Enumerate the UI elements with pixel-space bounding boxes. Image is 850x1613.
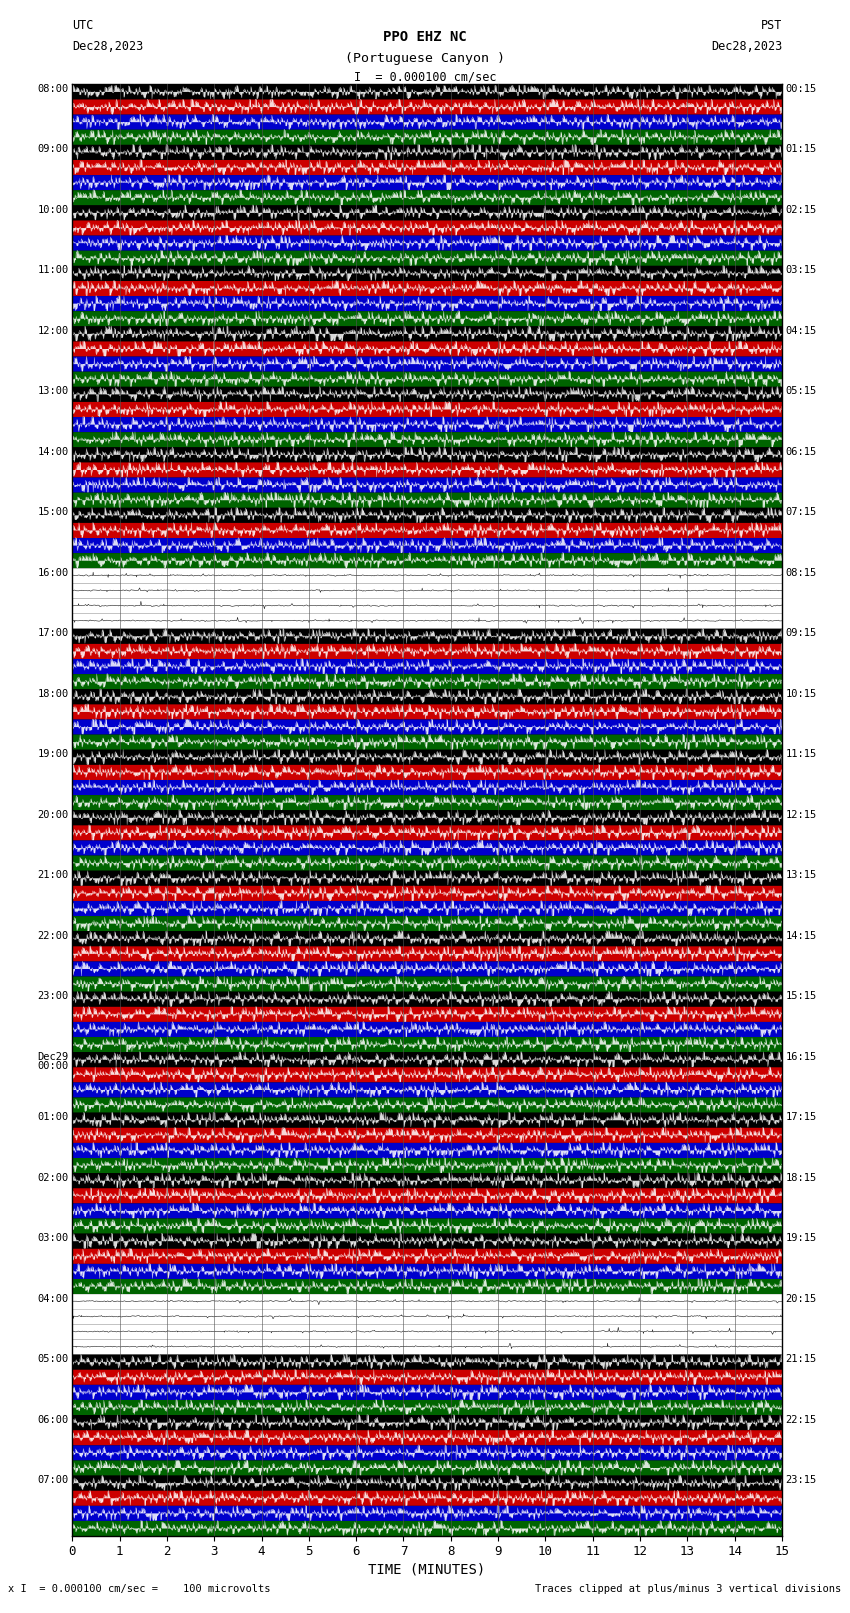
Text: (Portuguese Canyon ): (Portuguese Canyon ) bbox=[345, 52, 505, 65]
Text: 22:15: 22:15 bbox=[785, 1415, 817, 1424]
Text: 16:00: 16:00 bbox=[37, 568, 69, 577]
Text: 02:15: 02:15 bbox=[785, 205, 817, 215]
Text: 17:15: 17:15 bbox=[785, 1113, 817, 1123]
Text: 21:15: 21:15 bbox=[785, 1355, 817, 1365]
Text: 12:00: 12:00 bbox=[37, 326, 69, 336]
Text: 05:00: 05:00 bbox=[37, 1355, 69, 1365]
Text: 09:15: 09:15 bbox=[785, 629, 817, 639]
Text: 03:15: 03:15 bbox=[785, 266, 817, 276]
Text: 18:15: 18:15 bbox=[785, 1173, 817, 1182]
Text: 19:00: 19:00 bbox=[37, 748, 69, 760]
Text: 13:00: 13:00 bbox=[37, 387, 69, 397]
Text: 06:00: 06:00 bbox=[37, 1415, 69, 1424]
Text: 14:15: 14:15 bbox=[785, 931, 817, 940]
Text: 16:15: 16:15 bbox=[785, 1052, 817, 1061]
Text: 18:00: 18:00 bbox=[37, 689, 69, 698]
Text: 08:00: 08:00 bbox=[37, 84, 69, 94]
Text: 22:00: 22:00 bbox=[37, 931, 69, 940]
Text: PST: PST bbox=[761, 19, 782, 32]
Text: 05:15: 05:15 bbox=[785, 387, 817, 397]
Text: PPO EHZ NC: PPO EHZ NC bbox=[383, 29, 467, 44]
Text: Traces clipped at plus/minus 3 vertical divisions: Traces clipped at plus/minus 3 vertical … bbox=[536, 1584, 842, 1594]
Text: x I  = 0.000100 cm/sec =    100 microvolts: x I = 0.000100 cm/sec = 100 microvolts bbox=[8, 1584, 271, 1594]
Text: 13:15: 13:15 bbox=[785, 871, 817, 881]
Text: Dec28,2023: Dec28,2023 bbox=[72, 40, 144, 53]
Text: 04:15: 04:15 bbox=[785, 326, 817, 336]
Text: 10:15: 10:15 bbox=[785, 689, 817, 698]
X-axis label: TIME (MINUTES): TIME (MINUTES) bbox=[369, 1563, 485, 1576]
Text: 02:00: 02:00 bbox=[37, 1173, 69, 1182]
Text: 20:15: 20:15 bbox=[785, 1294, 817, 1303]
Text: 00:15: 00:15 bbox=[785, 84, 817, 94]
Text: 01:15: 01:15 bbox=[785, 145, 817, 155]
Text: 03:00: 03:00 bbox=[37, 1232, 69, 1244]
Text: 04:00: 04:00 bbox=[37, 1294, 69, 1303]
Text: 11:00: 11:00 bbox=[37, 266, 69, 276]
Text: 07:00: 07:00 bbox=[37, 1474, 69, 1486]
Text: 11:15: 11:15 bbox=[785, 748, 817, 760]
Text: 17:00: 17:00 bbox=[37, 629, 69, 639]
Text: 12:15: 12:15 bbox=[785, 810, 817, 819]
Text: 20:00: 20:00 bbox=[37, 810, 69, 819]
Text: 01:00: 01:00 bbox=[37, 1113, 69, 1123]
Text: 09:00: 09:00 bbox=[37, 145, 69, 155]
Text: 15:15: 15:15 bbox=[785, 990, 817, 1002]
Text: UTC: UTC bbox=[72, 19, 94, 32]
Text: 15:00: 15:00 bbox=[37, 508, 69, 518]
Text: I  = 0.000100 cm/sec: I = 0.000100 cm/sec bbox=[354, 71, 496, 84]
Text: 08:15: 08:15 bbox=[785, 568, 817, 577]
Text: 23:00: 23:00 bbox=[37, 990, 69, 1002]
Text: 14:00: 14:00 bbox=[37, 447, 69, 456]
Text: 10:00: 10:00 bbox=[37, 205, 69, 215]
Text: 07:15: 07:15 bbox=[785, 508, 817, 518]
Text: 19:15: 19:15 bbox=[785, 1232, 817, 1244]
Text: 21:00: 21:00 bbox=[37, 871, 69, 881]
Text: 06:15: 06:15 bbox=[785, 447, 817, 456]
Text: Dec28,2023: Dec28,2023 bbox=[711, 40, 782, 53]
Text: 23:15: 23:15 bbox=[785, 1474, 817, 1486]
Text: Dec29
00:00: Dec29 00:00 bbox=[37, 1052, 69, 1071]
